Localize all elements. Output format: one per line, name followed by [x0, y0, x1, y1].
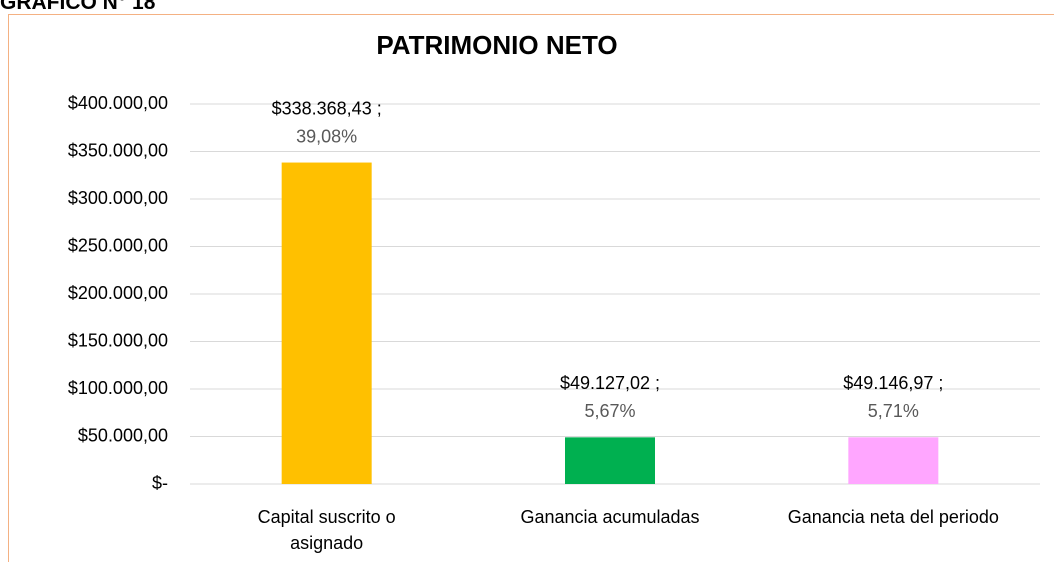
bar	[848, 437, 939, 484]
bar	[281, 162, 372, 484]
y-tick-label: $50.000,00	[78, 425, 168, 445]
value-label: $49.146,97 ;	[843, 373, 943, 393]
chart-frame	[8, 14, 1054, 562]
percent-label: 5,67%	[584, 401, 635, 421]
y-tick-label: $400.000,00	[68, 93, 168, 113]
percent-label: 39,08%	[296, 126, 357, 146]
y-tick-label: $100.000,00	[68, 378, 168, 398]
percent-label: 5,71%	[868, 401, 919, 421]
x-tick-label: Ganancia acumuladas	[520, 507, 700, 527]
y-tick-label: $300.000,00	[68, 188, 168, 208]
chart-title: PATRIMONIO NETO	[376, 30, 617, 60]
y-tick-label: $350.000,00	[68, 140, 168, 160]
x-tick-label: Capital suscrito o asignado	[257, 507, 396, 553]
bar	[565, 437, 655, 484]
y-tick-label: $-	[152, 473, 168, 493]
value-label: $338.368,43 ;	[272, 98, 382, 118]
y-tick-label: $250.000,00	[68, 235, 168, 255]
value-label: $49.127,02 ;	[560, 373, 660, 393]
x-tick-label: Ganancia neta del periodo	[787, 507, 999, 527]
y-tick-label: $150.000,00	[68, 330, 168, 350]
figure-number: GRAFICO N° 18	[0, 0, 156, 14]
y-tick-label: $200.000,00	[68, 283, 168, 303]
